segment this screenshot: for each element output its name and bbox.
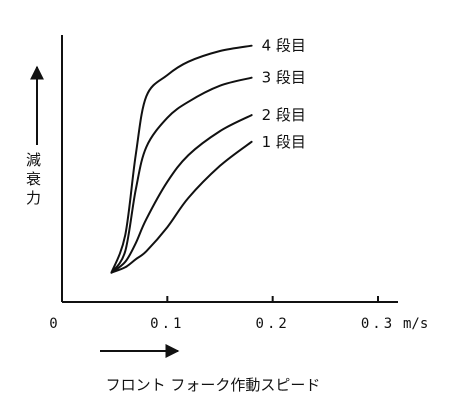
series-line-4 [110,44,253,274]
y-axis-label: 減衰力 [26,151,41,207]
series-line-2 [110,114,253,274]
x-tick-label: 0.1 [150,316,184,332]
x-tick-label: 0 [49,316,60,332]
series-label-2: 2 段目 [262,106,306,124]
series-label-3: 3 段目 [262,69,306,87]
series-label-4: 4 段目 [262,37,306,55]
x-axis-title: フロント フォーク作動スピード [106,376,321,394]
x-tick-label: 0.3 [361,316,395,332]
series-label-1: 1 段目 [262,133,306,151]
series-line-1 [110,140,253,274]
series-line-3 [110,76,253,274]
x-tick-label: 0.2 [256,316,290,332]
x-unit-label: m/s [403,316,428,332]
